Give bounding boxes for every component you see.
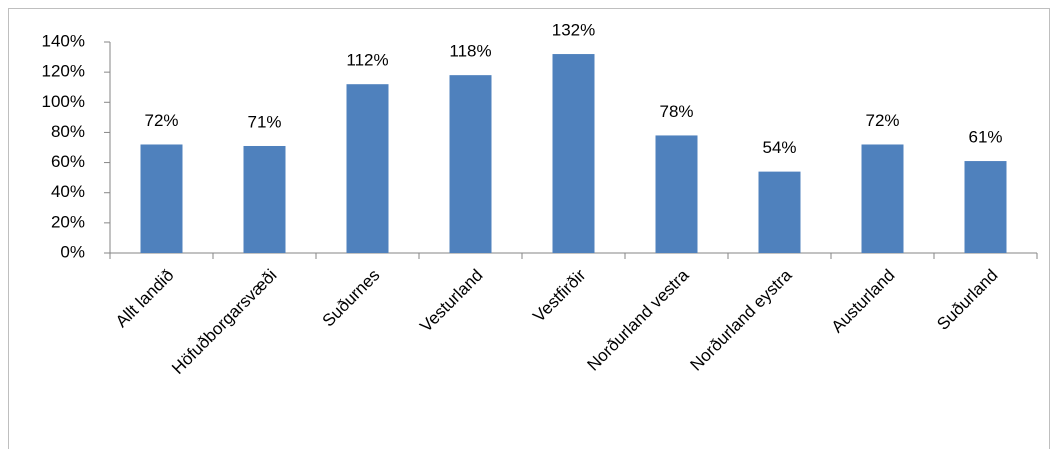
x-tick-label: Allt landið [112,266,178,332]
y-tick-label: 140% [42,31,85,50]
x-tick-label: Vesturland [416,266,486,336]
x-tick-label: Austurland [828,266,899,337]
x-tick-label: Norðurland vestra [584,265,693,374]
y-tick-label: 120% [42,62,85,81]
data-label: 72% [865,111,899,130]
bar [140,144,183,253]
data-label: 54% [762,138,796,157]
bar [964,161,1007,253]
y-tick-label: 80% [51,122,85,141]
data-label: 112% [346,51,388,70]
bar [449,75,492,254]
data-label: 61% [968,128,1002,147]
y-tick-label: 100% [42,92,85,111]
x-tick-label: Norðurland eystra [687,265,796,374]
bar [655,135,698,253]
data-label: 118% [449,42,491,61]
x-tick-label: Höfuðborgarsvæði [168,266,280,378]
y-tick-label: 0% [60,242,85,261]
bar [346,84,389,253]
data-label: 72% [144,111,178,130]
chart-frame [8,8,1050,449]
y-tick-label: 40% [51,182,85,201]
x-tick-label: Suðurland [933,266,1001,334]
y-tick-label: 20% [51,212,85,231]
x-tick-label: Suðurnes [319,266,384,331]
bar [861,144,904,253]
data-label: 132% [552,21,595,40]
bar [758,171,801,253]
data-label: 78% [659,102,693,121]
x-tick-label: Vestfirðir [529,265,589,325]
bar [552,54,595,253]
data-label: 71% [247,112,281,131]
y-tick-label: 60% [51,152,85,171]
bar [243,145,286,253]
